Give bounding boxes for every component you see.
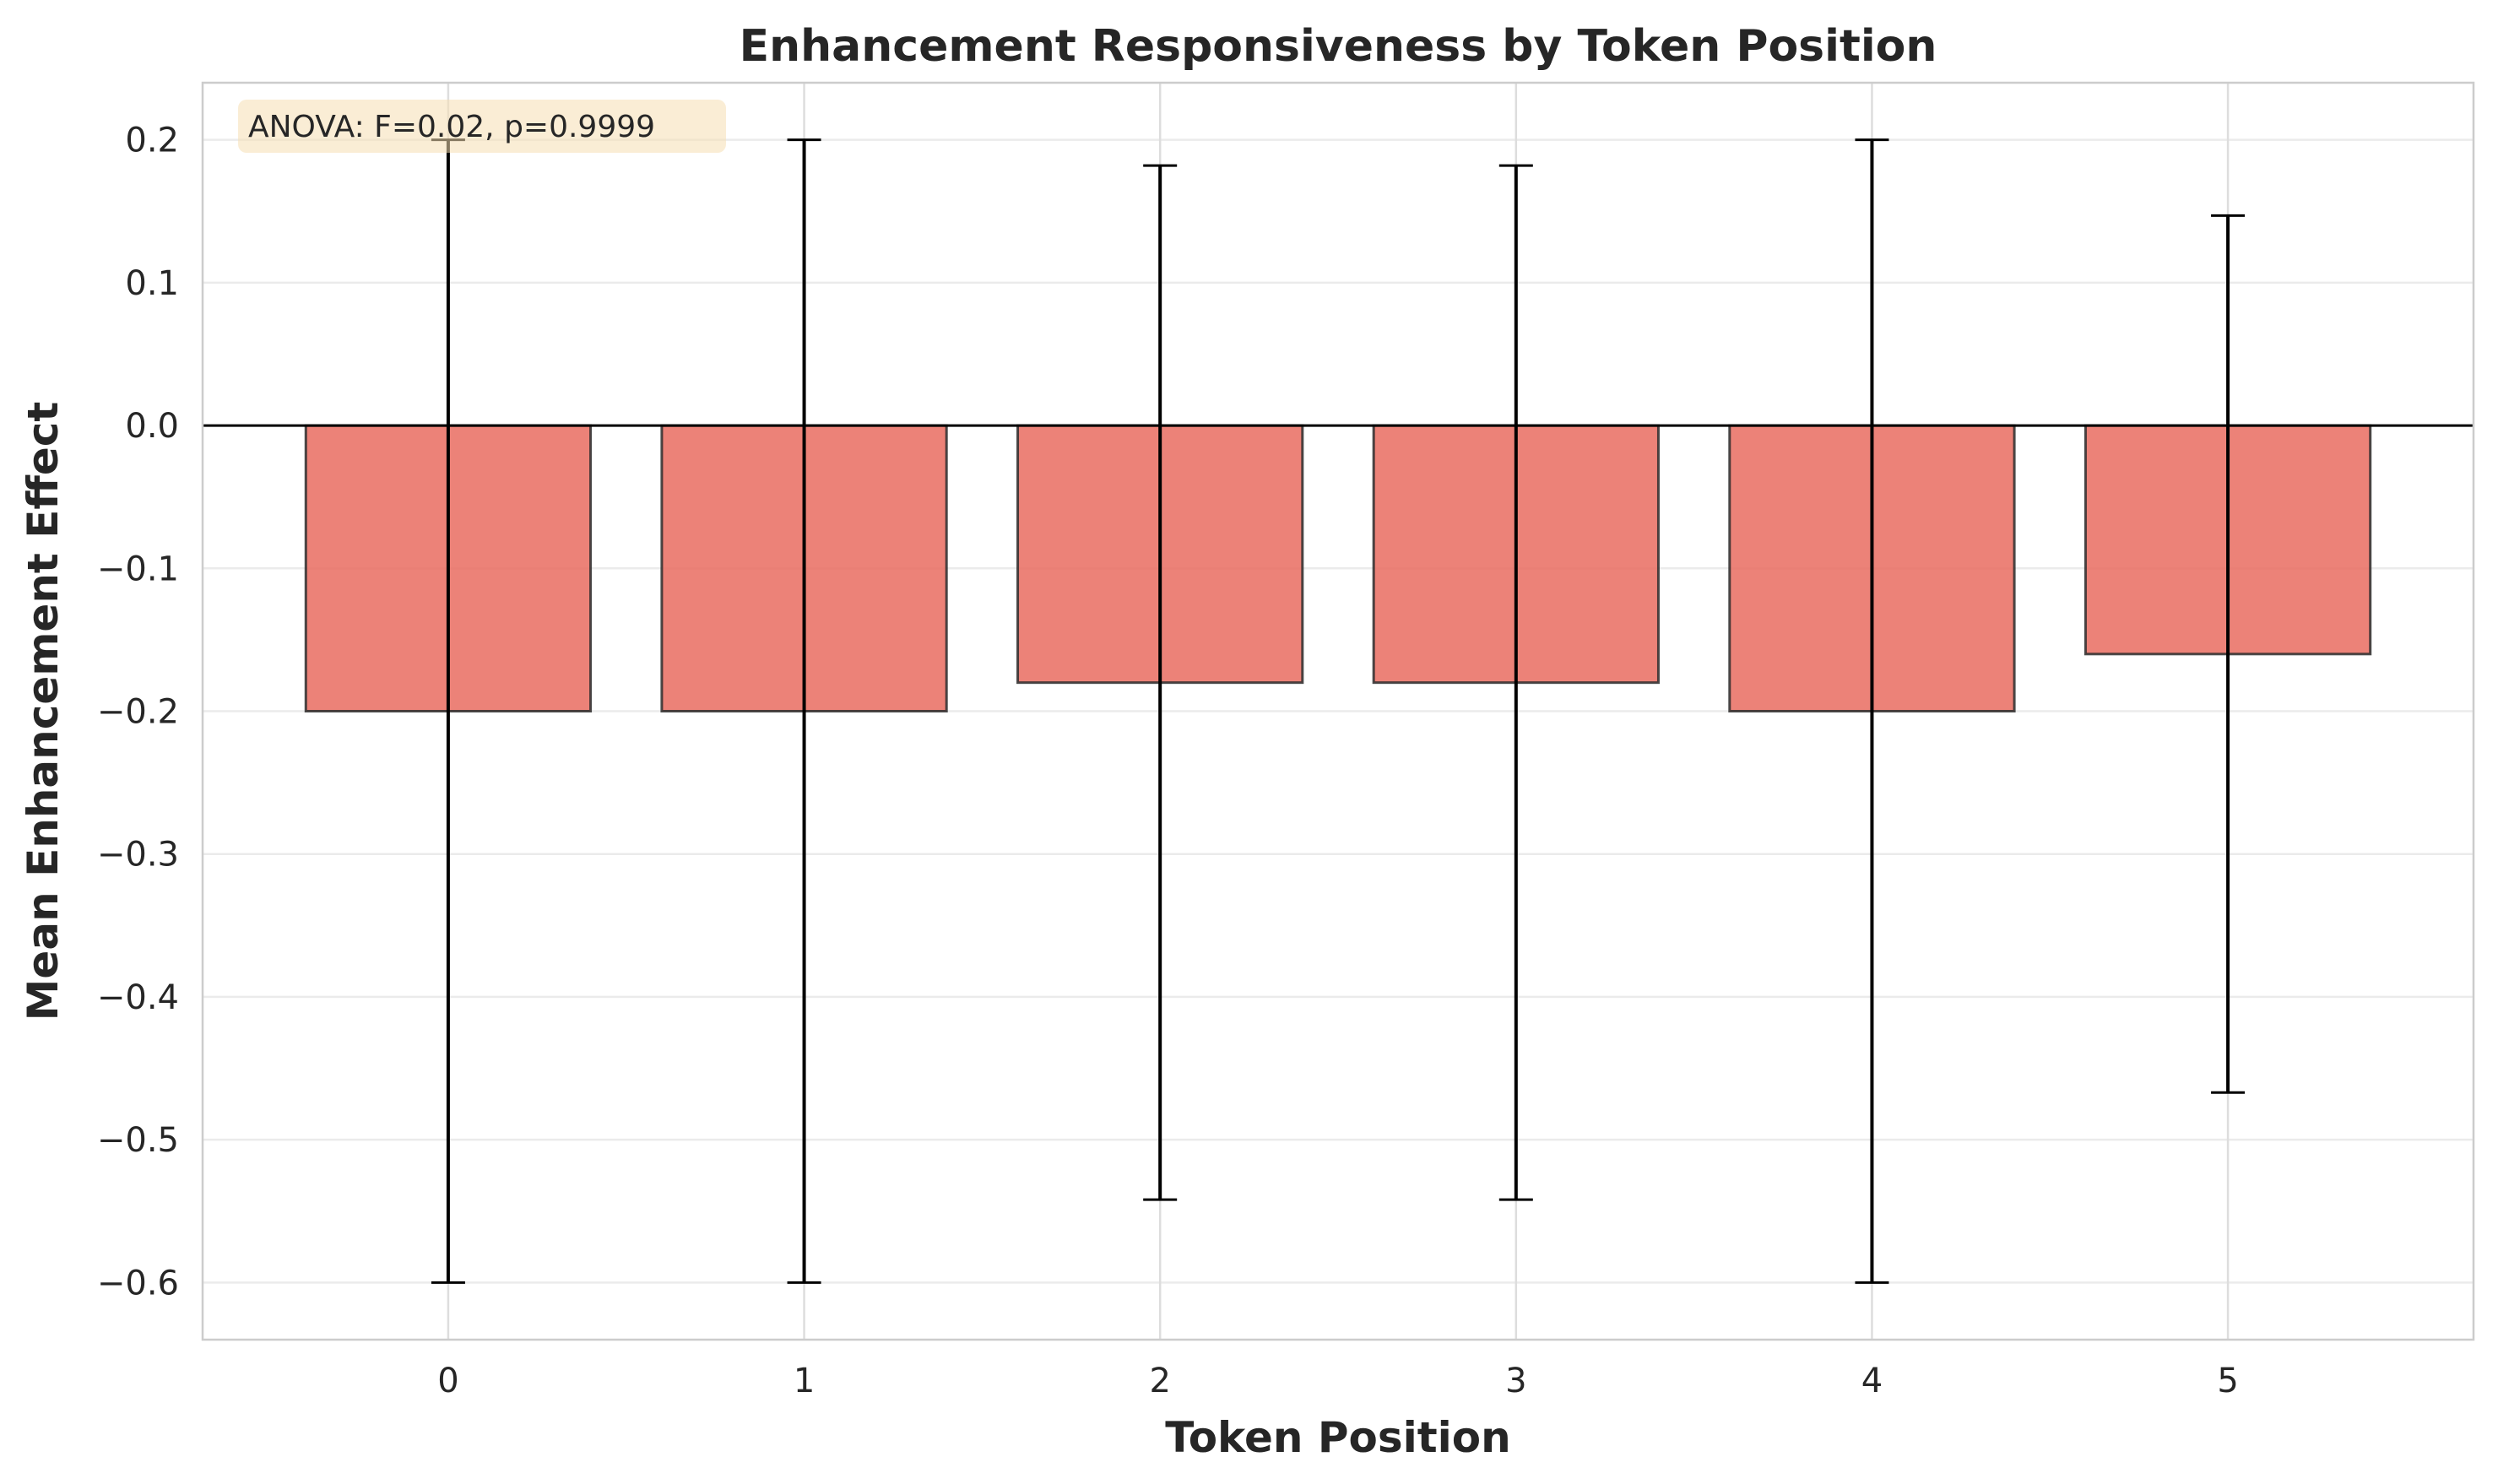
- y-tick-label: −0.5: [97, 1121, 179, 1160]
- error-bar: [787, 138, 821, 1284]
- plot-area-frame: [201, 81, 2475, 1341]
- error-bars: [431, 138, 2246, 1284]
- error-bar: [2211, 214, 2246, 1094]
- y-tick-label: −0.4: [97, 978, 179, 1017]
- y-tick-labels: 0.2 0.1 0.0 −0.1 −0.2 −0.3 −0.4 −0.5 −0.6: [97, 122, 179, 1303]
- x-tick-label: 5: [2217, 1362, 2238, 1400]
- error-bar: [1143, 164, 1178, 1201]
- y-axis-label: Mean Enhancement Effect: [19, 402, 68, 1021]
- annotation-text: ANOVA: F=0.02, p=0.9999: [248, 110, 655, 144]
- y-tick-label: −0.2: [97, 693, 179, 732]
- y-tick-label: 0.1: [125, 264, 179, 303]
- y-tick-label: −0.6: [97, 1264, 179, 1303]
- x-tick-labels: 0 1 2 3 4 5: [437, 1362, 2239, 1400]
- x-axis-label: Token Position: [1165, 1413, 1511, 1462]
- x-tick-label: 2: [1149, 1362, 1170, 1400]
- anova-annotation: ANOVA: F=0.02, p=0.9999: [238, 100, 726, 153]
- x-tick-label: 1: [794, 1362, 815, 1400]
- chart-title: Enhancement Responsiveness by Token Posi…: [740, 21, 1937, 72]
- y-tick-label: −0.3: [97, 836, 179, 875]
- y-tick-label: 0.2: [125, 122, 179, 160]
- error-bar: [1855, 138, 1889, 1284]
- x-tick-label: 4: [1861, 1362, 1883, 1400]
- error-bar: [1498, 164, 1533, 1201]
- x-tick-label: 0: [437, 1362, 458, 1400]
- annotation-box: [238, 100, 726, 153]
- x-tick-label: 3: [1505, 1362, 1526, 1400]
- y-tick-label: 0.0: [125, 407, 179, 446]
- y-tick-label: −0.1: [97, 550, 179, 588]
